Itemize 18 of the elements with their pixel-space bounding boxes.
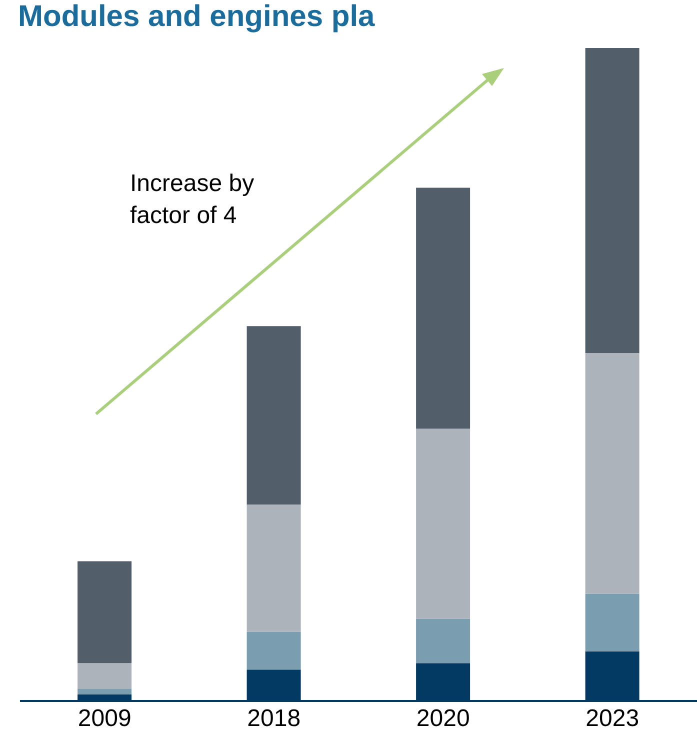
bar: [246, 504, 301, 632]
bar: [78, 688, 132, 694]
bar: [585, 352, 640, 594]
bar: [246, 632, 301, 670]
bar: [585, 48, 640, 353]
bar: [585, 594, 640, 652]
annotation: Increase by factor of 4: [130, 169, 254, 231]
bar: [78, 561, 132, 664]
bar: [416, 618, 470, 664]
bar: [78, 663, 132, 689]
x-tick-label: 2009: [78, 705, 132, 732]
x-tick-label: 2018: [247, 705, 301, 732]
chart-title: Modules and engines pla: [18, 0, 375, 34]
x-tick-label: 2020: [416, 705, 470, 732]
x-tick-label: 2023: [586, 705, 640, 732]
bar: [416, 428, 470, 619]
bar: [416, 188, 470, 429]
bar: [246, 326, 301, 504]
